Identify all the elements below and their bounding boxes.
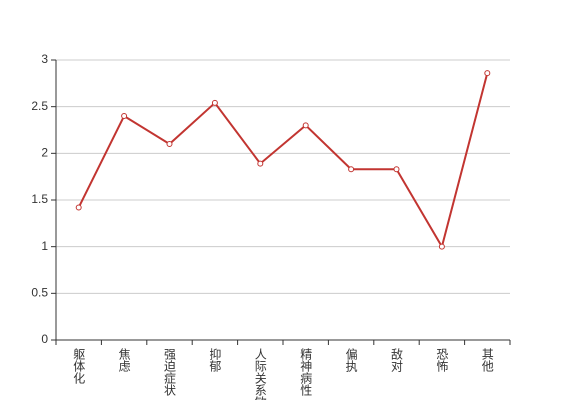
- y-tick-label: 1.5: [31, 192, 48, 206]
- point: [438, 243, 445, 250]
- point: [75, 204, 82, 211]
- y-tick-label: 2.5: [31, 99, 48, 113]
- point: [393, 166, 400, 173]
- point: [484, 70, 491, 77]
- x-tick-label: 抑郁: [208, 347, 222, 373]
- y-tick-label: 1: [41, 239, 48, 253]
- point: [348, 166, 355, 173]
- x-tick-label: 偏执: [344, 347, 358, 373]
- point: [211, 99, 218, 106]
- x-tick-label: 焦虑: [117, 348, 131, 372]
- x-tick-label: 恐怖: [435, 348, 449, 372]
- x-tick-label: 躯体化: [72, 347, 86, 385]
- x-tick-label: 精神病性: [299, 348, 313, 397]
- x-tick-label: 敌对: [390, 347, 404, 372]
- point: [302, 122, 309, 129]
- y-tick-label: 3: [41, 52, 48, 66]
- y-tick-label: 0.5: [31, 286, 48, 300]
- x-tick-label: 其他: [480, 348, 494, 372]
- point: [166, 141, 173, 147]
- x-tick-label: 强迫症状: [163, 348, 177, 396]
- point: [257, 160, 264, 167]
- y-tick-label: 2: [41, 146, 48, 160]
- point: [121, 113, 128, 119]
- line: [77, 72, 489, 250]
- y-tick-label: 0: [41, 332, 48, 346]
- x-tick-label: 人际关系敏感: [253, 348, 267, 400]
